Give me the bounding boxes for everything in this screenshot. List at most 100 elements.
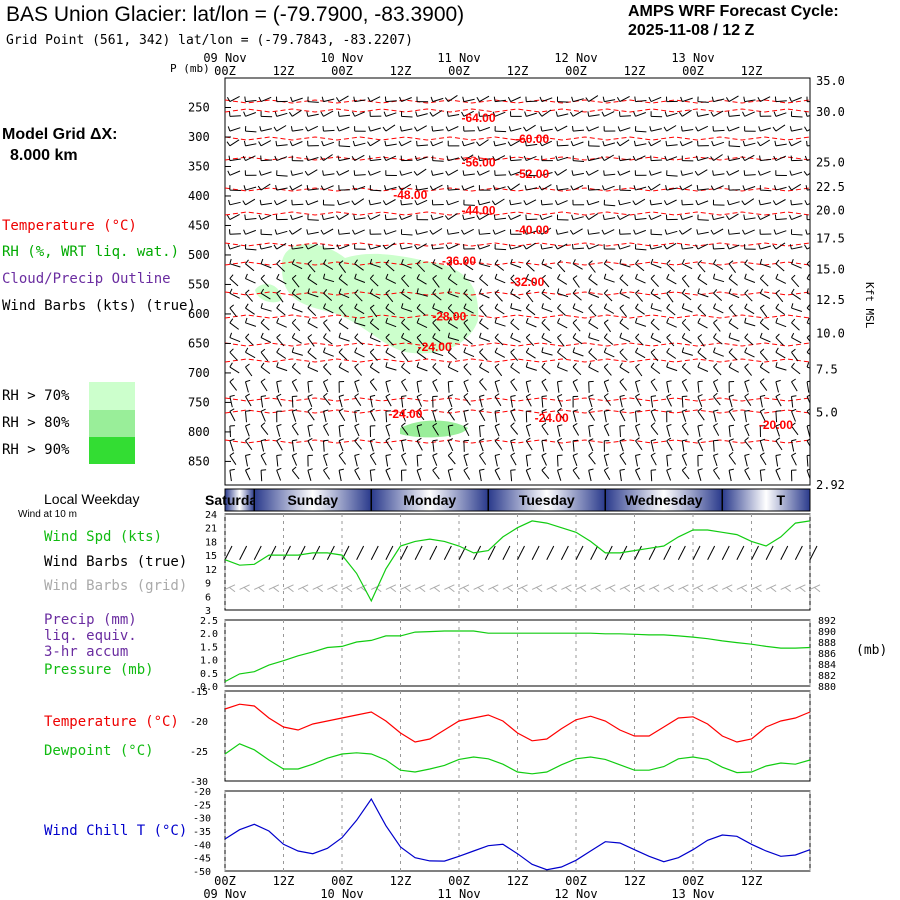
- wind-barb-flag: [244, 214, 246, 220]
- wind-barb: [276, 455, 279, 467]
- wind-barb-flag: [650, 288, 655, 294]
- top-date-label: 09 Nov: [203, 51, 246, 65]
- top-hour-label: 00Z: [565, 64, 587, 78]
- wind-barb-flag: [727, 199, 730, 205]
- wind-barb: [479, 115, 491, 117]
- wind-barb-flag: [710, 229, 714, 235]
- wind-barb-flag: [493, 185, 496, 191]
- wind-barb-flag: [666, 303, 671, 309]
- wind-barb-grid-flag: [491, 586, 499, 593]
- wind-barb-flag: [432, 259, 436, 265]
- wind-barb-flag: [806, 303, 810, 309]
- wind-barb-grid: [327, 584, 338, 590]
- wind-barb: [744, 174, 756, 176]
- wind-barb-flag: [557, 380, 563, 383]
- wind-barb-flag: [448, 424, 454, 427]
- wind-barb-grid: [254, 584, 265, 590]
- page-title: BAS Union Glacier: lat/lon = (-79.7900, …: [6, 3, 465, 26]
- wind-speed-tick-label: 12: [205, 565, 217, 576]
- wind-barb: [307, 278, 318, 286]
- isotherm-line: [225, 342, 810, 347]
- wind-barb-flag: [260, 439, 267, 442]
- bottom-date-label: 10 Nov: [320, 887, 363, 900]
- wind-barb-grid: [531, 584, 543, 590]
- wind-barb-flag: [354, 379, 360, 383]
- wind-chill-tick-label: -45: [193, 854, 211, 865]
- wind-barb: [650, 366, 661, 375]
- wind-barb-flag: [242, 200, 246, 206]
- wind-barb-flag: [508, 244, 512, 250]
- wind-barb: [666, 199, 677, 206]
- wind-barb: [729, 145, 741, 148]
- wind-barb-flag: [335, 215, 340, 220]
- wind-barb-flag: [336, 126, 340, 132]
- wind-barb-flag: [539, 214, 543, 220]
- wind-barb-flag: [354, 289, 359, 294]
- wind-barb-flag: [229, 394, 235, 398]
- wind-barb-flag: [587, 111, 590, 117]
- wind-barb: [806, 263, 810, 268]
- wind-barb: [806, 246, 810, 250]
- wind-barb: [354, 396, 362, 406]
- wind-barb: [791, 171, 803, 176]
- legend-wind-barbs: Wind Barbs (kts) (true): [2, 298, 196, 314]
- wind-barb-flag: [648, 214, 652, 220]
- wind-barb-flag: [681, 362, 686, 368]
- top-hour-label: 00Z: [331, 64, 353, 78]
- wind-barb-grid-flag: [755, 586, 762, 593]
- wind-barb-flag: [557, 347, 561, 353]
- wind-barb: [401, 263, 412, 269]
- wind-barb-flag: [494, 423, 500, 427]
- wind-barb-flag: [369, 258, 373, 264]
- grid-point-label: Grid Point (561, 342) lat/lon = (-79.784…: [6, 33, 413, 48]
- wind-barb: [525, 396, 532, 407]
- wind-barb: [635, 425, 640, 437]
- wind-barb-grid-flag: [345, 586, 353, 593]
- wind-barb-flag: [759, 155, 761, 161]
- wind-barb: [619, 263, 631, 268]
- wind-barb-true: [546, 545, 555, 560]
- rh70-region-small: [255, 284, 282, 303]
- wind-barb-flag: [728, 394, 734, 397]
- wind-barb-flag: [585, 97, 590, 102]
- wind-barb: [681, 411, 687, 422]
- wind-barb: [604, 111, 615, 117]
- wind-barb-flag: [401, 288, 405, 294]
- wind-barb-flag: [554, 200, 558, 206]
- wind-barb: [791, 246, 803, 250]
- wind-barb-flag: [245, 410, 251, 412]
- dewpoint-line: [224, 743, 811, 775]
- wind-barb: [401, 233, 413, 236]
- wind-barb-flag: [772, 244, 777, 250]
- wind-barb-flag: [445, 170, 449, 176]
- wind-barb: [744, 263, 754, 271]
- wind-barb: [495, 130, 507, 133]
- wind-barb-flag: [354, 453, 360, 456]
- wind-barb: [697, 169, 708, 176]
- wind-barb-flag: [757, 141, 761, 147]
- wind-barb-flag: [744, 333, 749, 338]
- temperature-tick-label: -15: [190, 687, 208, 698]
- wind-barb: [650, 337, 662, 343]
- kft-tick-label: 7.5: [816, 362, 838, 376]
- wind-barb-flag: [602, 214, 605, 220]
- wind-barb: [635, 186, 647, 191]
- wind-barb: [323, 292, 333, 301]
- wind-barb-flag: [399, 244, 402, 250]
- wind-barb-flag: [775, 362, 778, 368]
- wind-barb: [245, 440, 253, 450]
- wind-barb: [447, 351, 457, 360]
- wind-barb-flag: [447, 288, 451, 294]
- wind-barb-flag: [806, 438, 810, 442]
- wind-barb: [354, 174, 366, 176]
- wind-barb: [292, 307, 303, 313]
- wind-barb: [681, 455, 688, 466]
- wind-barb-flag: [494, 467, 500, 471]
- wind-barb-flag: [728, 468, 735, 471]
- wind-barb: [666, 381, 670, 393]
- wind-chill-tick-label: -50: [193, 867, 211, 878]
- wind-barb: [541, 227, 552, 235]
- wind-barb: [323, 154, 333, 161]
- wind-barb: [650, 455, 657, 466]
